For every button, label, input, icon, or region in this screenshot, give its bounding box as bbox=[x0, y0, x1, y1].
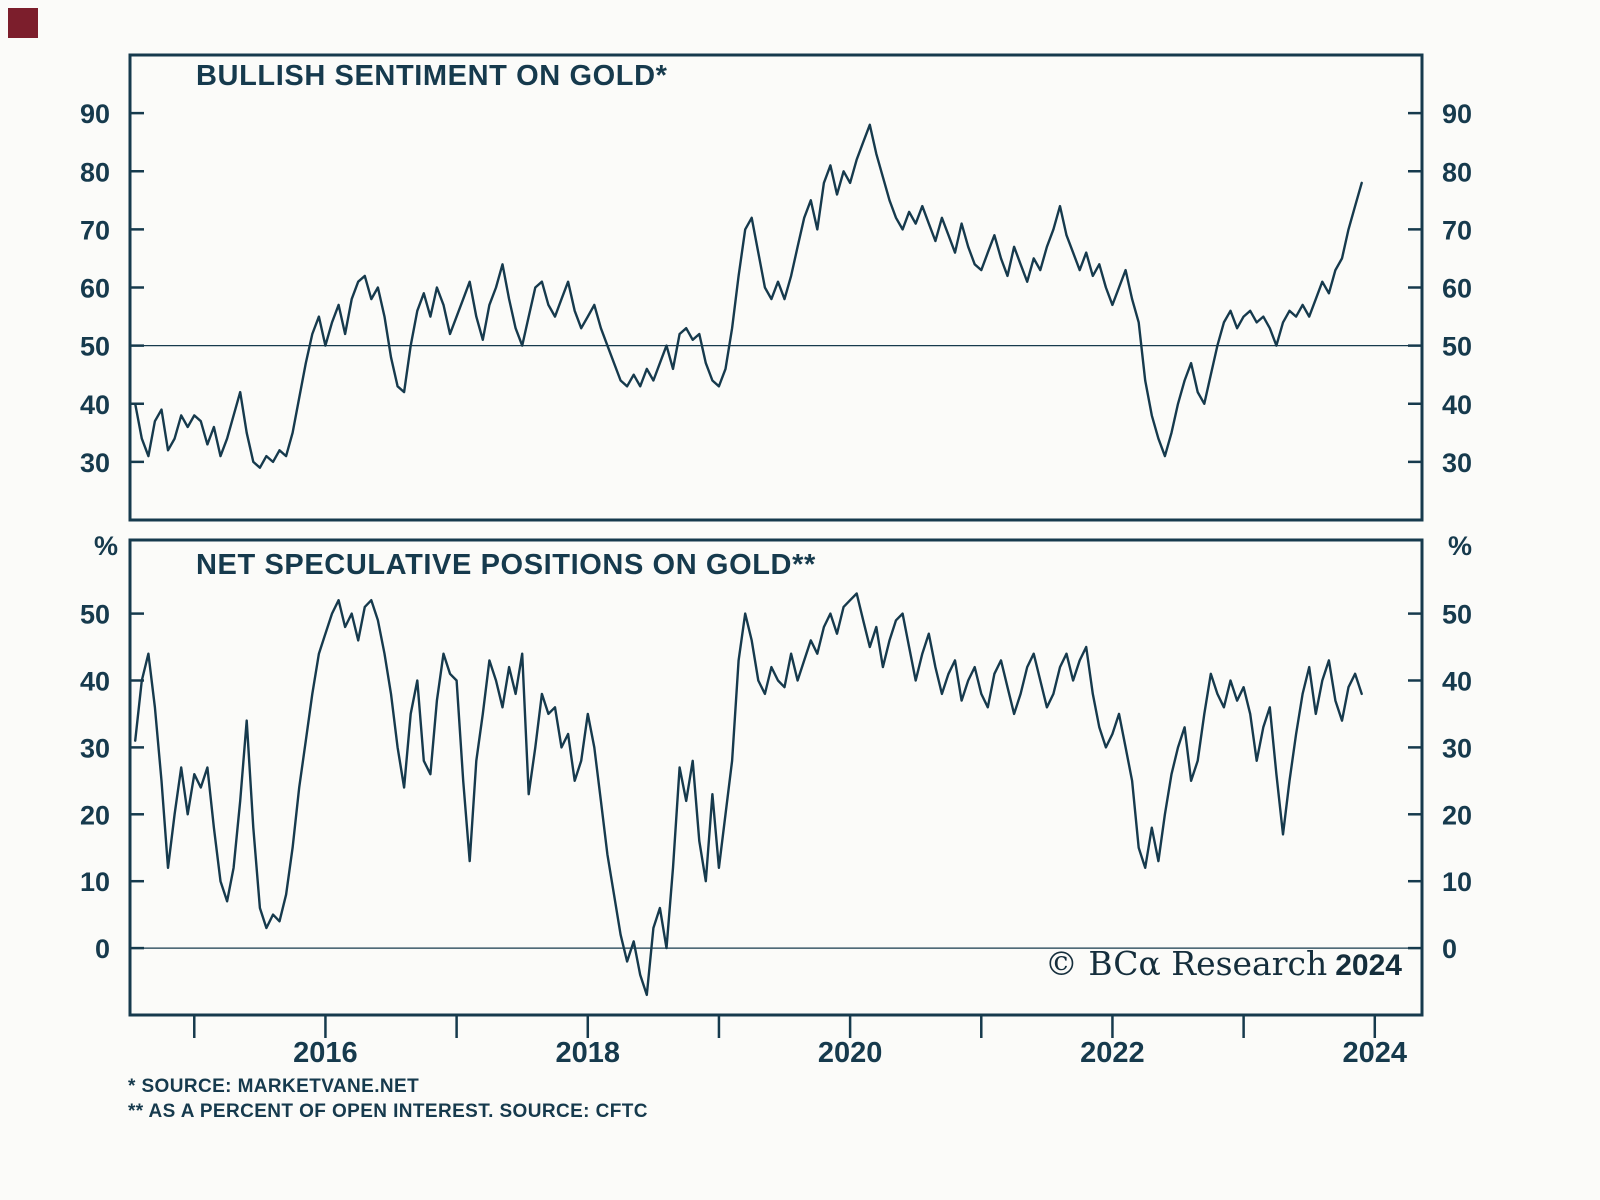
y-tick-label-left: 20 bbox=[80, 800, 110, 830]
x-tick-label-2016: 2016 bbox=[293, 1037, 358, 1069]
y-tick-label-left: 80 bbox=[80, 157, 110, 187]
y-tick-label-left: 60 bbox=[80, 274, 110, 304]
series-line-1 bbox=[133, 592, 1363, 997]
y-tick-label-left: 70 bbox=[80, 215, 110, 245]
y-tick-label-right: 30 bbox=[1442, 733, 1472, 763]
y-tick-label-left: 30 bbox=[80, 733, 110, 763]
y-tick-label-right: 80 bbox=[1442, 157, 1472, 187]
y-tick-label-right: 70 bbox=[1442, 215, 1472, 245]
bca-research-watermark: © BCα Research 2024 bbox=[1045, 944, 1402, 983]
y-tick-label-left: 0 bbox=[95, 934, 110, 964]
y-tick-label-right: 0 bbox=[1442, 934, 1457, 964]
y-tick-label-right: 50 bbox=[1442, 600, 1472, 630]
y-tick-label-right: 30 bbox=[1442, 448, 1472, 478]
x-tick-label-2020: 2020 bbox=[818, 1037, 883, 1069]
x-tick-label-2022: 2022 bbox=[1080, 1037, 1145, 1069]
y-tick-label-right: 20 bbox=[1442, 800, 1472, 830]
top-panel-title: BULLISH SENTIMENT ON GOLD* bbox=[196, 60, 668, 92]
y-tick-label-right: 60 bbox=[1442, 274, 1472, 304]
y-tick-label-left: 50 bbox=[80, 332, 110, 362]
x-tick-label-2018: 2018 bbox=[556, 1037, 621, 1069]
y-tick-label-left: 90 bbox=[80, 99, 110, 129]
y-tick-label-right: 50 bbox=[1442, 332, 1472, 362]
bottom-panel-title: NET SPECULATIVE POSITIONS ON GOLD** bbox=[196, 549, 816, 581]
y-axis-unit-left: % bbox=[94, 531, 119, 561]
footnote-source-marketvane: * SOURCE: MARKETVANE.NET bbox=[128, 1076, 420, 1097]
y-tick-label-left: 30 bbox=[80, 448, 110, 478]
footnote-source-cftc: ** AS A PERCENT OF OPEN INTEREST. SOURCE… bbox=[128, 1101, 648, 1122]
corner-mark bbox=[8, 8, 38, 38]
watermark-text: © BCα Research bbox=[1044, 944, 1328, 983]
y-tick-label-right: 90 bbox=[1442, 99, 1472, 129]
y-tick-label-left: 40 bbox=[80, 390, 110, 420]
series-line-0 bbox=[133, 123, 1363, 469]
y-tick-label-left: 40 bbox=[80, 666, 110, 696]
y-tick-label-right: 40 bbox=[1442, 666, 1472, 696]
y-tick-label-left: 10 bbox=[80, 867, 110, 897]
y-axis-unit-right: % bbox=[1448, 531, 1473, 561]
y-tick-label-right: 10 bbox=[1442, 867, 1472, 897]
y-tick-label-left: 50 bbox=[80, 600, 110, 630]
panel-frame-1 bbox=[128, 538, 1424, 1017]
watermark-year: 2024 bbox=[1335, 949, 1402, 982]
x-tick-label-2024: 2024 bbox=[1343, 1037, 1408, 1069]
y-tick-label-right: 40 bbox=[1442, 390, 1472, 420]
